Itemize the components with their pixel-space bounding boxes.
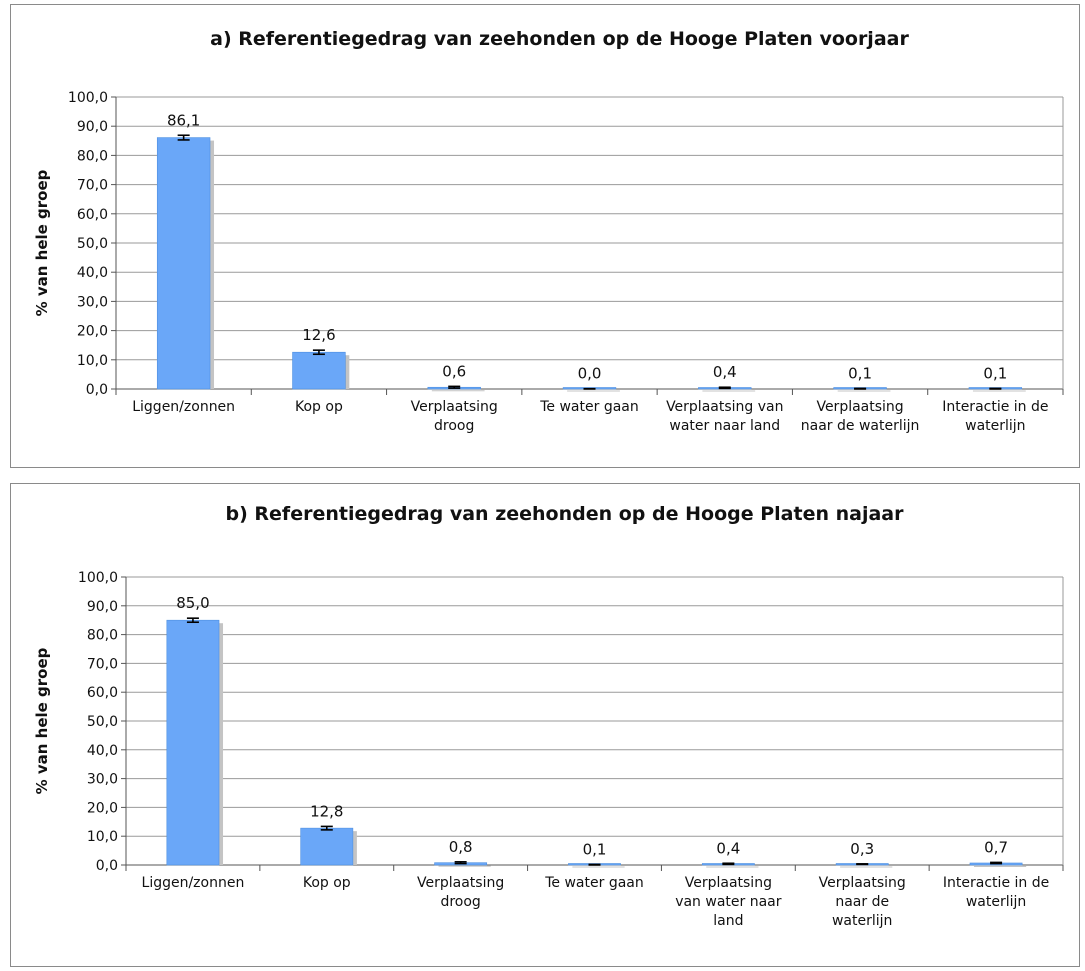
y-tick-label: 30,0 (87, 772, 118, 788)
y-tick-label: 20,0 (87, 800, 118, 816)
chart-title: b) Referentiegedrag van zeehonden op de … (226, 503, 905, 525)
y-tick-label: 50,0 (87, 714, 118, 730)
bar-shadow (972, 390, 1026, 392)
y-tick-label: 80,0 (87, 628, 118, 644)
category-label-line: naar de (835, 894, 889, 910)
category-label: Te water gaan (539, 399, 639, 415)
y-tick-label: 80,0 (77, 148, 108, 164)
data-label: 0,7 (984, 838, 1008, 856)
data-label: 0,6 (442, 362, 466, 380)
chart-title: a) Referentiegedrag van zeehonden op de … (210, 28, 909, 50)
category-label-line: Liggen/zonnen (142, 875, 245, 891)
category-label: Kop op (303, 875, 351, 891)
category-label-line: naar de waterlijn (801, 418, 920, 434)
data-label: 0,1 (848, 364, 872, 382)
category-label: Verplaatsing naar de waterlijn (801, 399, 920, 434)
category-label: Verplaatsing naar de waterlijn (819, 875, 906, 929)
y-tick-label: 30,0 (77, 294, 108, 310)
category-label: Verplaatsing van water naar land (675, 875, 782, 929)
y-tick-label: 70,0 (87, 656, 118, 672)
bar-shadow (572, 866, 625, 868)
category-label: Liggen/zonnen (142, 875, 245, 891)
y-tick-label: 0,0 (96, 858, 118, 874)
category-label-line: Verplaatsing (411, 399, 498, 415)
category-label: Verplaatsing droog (417, 875, 504, 910)
y-tick-label: 90,0 (87, 599, 118, 615)
category-label-line: Verplaatsing (685, 875, 772, 891)
y-tick-label: 90,0 (77, 119, 108, 135)
y-tick-label: 40,0 (87, 743, 118, 759)
y-tick-label: 10,0 (77, 353, 108, 369)
data-label: 12,6 (302, 326, 335, 344)
data-label: 0,8 (449, 838, 473, 856)
chart-panel-voorjaar: a) Referentiegedrag van zeehonden op de … (10, 4, 1080, 468)
y-tick-label: 50,0 (77, 236, 108, 252)
category-label-line: Interactie in de (943, 875, 1049, 891)
y-tick-label: 0,0 (86, 382, 108, 398)
y-axis-label: % van hele groep (33, 169, 51, 316)
bar-shadow (840, 866, 893, 868)
category-label: Liggen/zonnen (132, 399, 235, 415)
y-tick-label: 60,0 (87, 685, 118, 701)
category-label-line: droog (440, 894, 480, 910)
category-label-line: water naar land (669, 418, 780, 434)
bar-chart-najaar: b) Referentiegedrag van zeehonden op de … (33, 503, 1064, 929)
y-tick-label: 40,0 (77, 265, 108, 281)
category-label-line: Verplaatsing (819, 875, 906, 891)
category-label-line: Verplaatsing (417, 875, 504, 891)
category-label-line: Liggen/zonnen (132, 399, 235, 415)
y-tick-label: 100,0 (78, 570, 118, 586)
category-label: Kop op (295, 399, 343, 415)
data-label: 0,3 (850, 840, 874, 858)
bar-shadow (973, 865, 1027, 867)
category-label-line: waterlijn (965, 418, 1025, 434)
y-tick-label: 60,0 (77, 207, 108, 223)
bar (300, 827, 354, 866)
category-label-line: Kop op (295, 399, 343, 415)
category-label-line: van water naar (675, 894, 782, 910)
category-label: Verplaatsing van water naar land (666, 399, 783, 434)
y-axis-label: % van hele groep (33, 647, 51, 794)
data-label: 86,1 (167, 111, 200, 129)
data-label: 0,4 (713, 363, 737, 381)
category-label: Verplaatsing droog (411, 399, 498, 434)
category-label-line: Verplaatsing (816, 399, 903, 415)
category-label-line: Te water gaan (539, 399, 639, 415)
bar (166, 619, 220, 866)
category-label-line: land (713, 913, 743, 929)
data-label: 0,0 (578, 365, 602, 383)
category-label: Interactie in de waterlijn (942, 399, 1048, 434)
category-label: Interactie in de waterlijn (943, 875, 1049, 910)
category-label-line: Interactie in de (942, 399, 1048, 415)
category-label-line: waterlijn (966, 894, 1026, 910)
bar-shadow (706, 866, 759, 868)
y-tick-label: 100,0 (68, 90, 108, 106)
category-label-line: Kop op (303, 875, 351, 891)
bar (156, 137, 211, 390)
bar (292, 351, 346, 390)
chart-panel-najaar: b) Referentiegedrag van zeehonden op de … (10, 483, 1080, 967)
bar-chart-voorjaar: a) Referentiegedrag van zeehonden op de … (33, 28, 1064, 434)
category-label-line: Te water gaan (544, 875, 644, 891)
bar-shadow (567, 390, 620, 392)
bar-shadow (702, 390, 756, 392)
category-label-line: droog (434, 418, 474, 434)
data-label: 0,1 (583, 840, 607, 858)
category-label-line: waterlijn (832, 913, 892, 929)
bar-shadow (837, 390, 891, 392)
data-label: 0,1 (983, 364, 1007, 382)
y-tick-label: 20,0 (77, 324, 108, 340)
bar-shadow (431, 390, 485, 392)
bar-shadow (438, 865, 491, 867)
category-label-line: Verplaatsing van (666, 399, 783, 415)
data-label: 85,0 (176, 594, 209, 612)
y-tick-label: 70,0 (77, 178, 108, 194)
category-label: Te water gaan (544, 875, 644, 891)
y-tick-label: 10,0 (87, 829, 118, 845)
data-label: 0,4 (716, 839, 740, 857)
data-label: 12,8 (310, 802, 343, 820)
